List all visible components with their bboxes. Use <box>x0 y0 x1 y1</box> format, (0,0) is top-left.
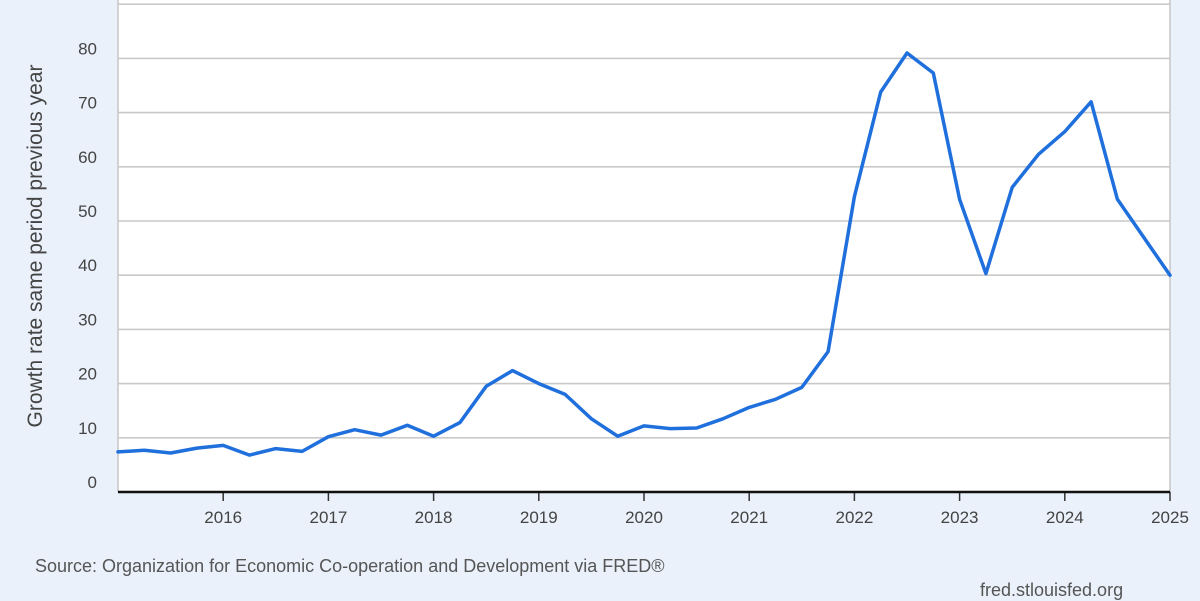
x-tick-label: 2016 <box>204 508 242 527</box>
gridlines <box>117 0 1171 492</box>
source-note: Source: Organization for Economic Co-ope… <box>35 556 665 576</box>
y-tick-label: 10 <box>78 419 97 438</box>
x-tick-label: 2018 <box>415 508 453 527</box>
x-tick-label: 2023 <box>941 508 979 527</box>
plot-area <box>118 0 1170 492</box>
x-tick-label: 2025 <box>1151 508 1189 527</box>
y-tick-label: 30 <box>78 310 97 329</box>
x-tick-label: 2022 <box>835 508 873 527</box>
y-tick-label: 60 <box>78 148 97 167</box>
x-tick-label: 2024 <box>1046 508 1084 527</box>
y-axis-title: Growth rate same period previous year <box>24 64 47 427</box>
x-tick-label: 2017 <box>309 508 347 527</box>
y-tick-label: 50 <box>78 202 97 221</box>
y-tick-label: 70 <box>78 94 97 113</box>
series-line <box>116 51 1172 457</box>
x-tick-label: 2021 <box>730 508 768 527</box>
x-tick-label: 2019 <box>520 508 558 527</box>
y-tick-label: 20 <box>78 365 97 384</box>
y-axis-ticks: 0 10 20 30 40 50 60 70 80 <box>78 39 97 492</box>
y-tick-label: 0 <box>88 473 97 492</box>
credit-link[interactable]: fred.stlouisfed.org <box>980 580 1124 600</box>
x-axis-ticks: 2016 2017 2018 2019 2020 2021 2022 2023 2024 2025 <box>204 492 1189 527</box>
y-tick-label: 40 <box>78 256 97 275</box>
x-tick-label: 2020 <box>625 508 663 527</box>
y-tick-label: 80 <box>78 39 97 58</box>
